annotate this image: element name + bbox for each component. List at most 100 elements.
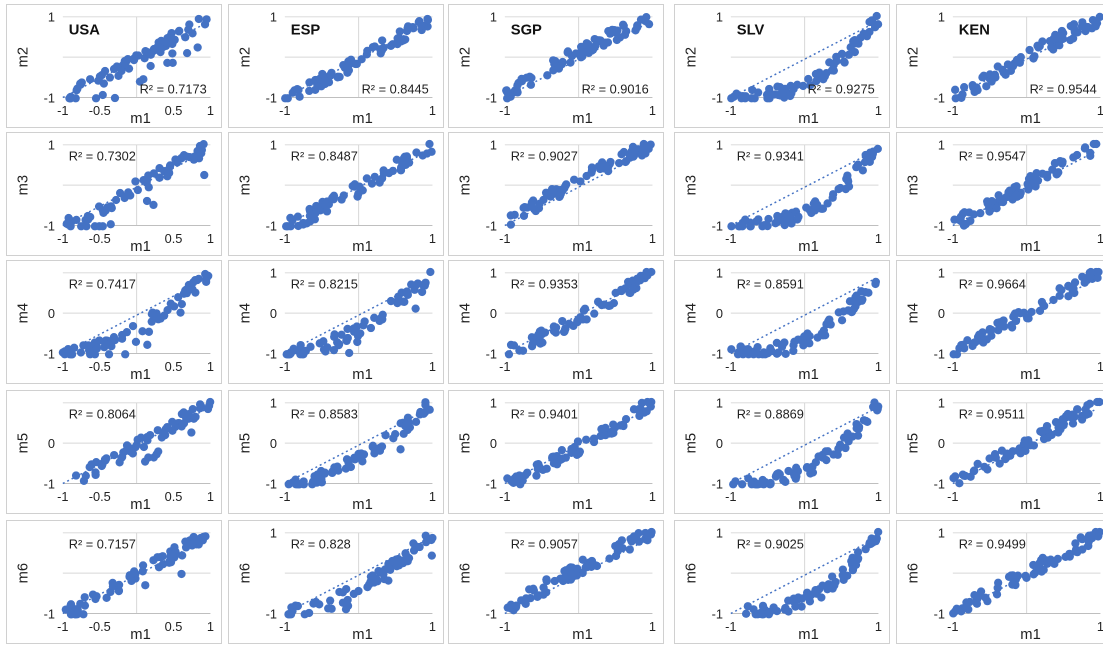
x-tick-label: -0.5 — [89, 619, 111, 634]
data-point — [548, 452, 557, 462]
data-point — [517, 596, 526, 605]
scatter-plot: m2 1 -1-1 -0.5 0.5 1 m1 R² = 0.7173 USA — [15, 10, 214, 127]
data-point — [799, 81, 808, 91]
data-point — [573, 564, 582, 573]
data-point — [1055, 291, 1064, 300]
data-point — [594, 162, 603, 171]
data-point — [1071, 539, 1080, 548]
y-axis-label: m3 — [457, 175, 473, 196]
data-point — [781, 349, 790, 359]
r-squared-prefix: R² = — [69, 149, 97, 164]
r-squared-value: 0.8591 — [765, 277, 804, 292]
data-point — [791, 602, 800, 611]
data-point — [333, 338, 342, 347]
r-squared-value: 0.9025 — [765, 537, 804, 552]
data-point — [643, 397, 652, 407]
r-squared-label: R² = 0.9025 — [737, 537, 804, 552]
data-point — [368, 571, 377, 580]
r-squared-prefix: R² = — [291, 149, 319, 164]
data-point — [175, 26, 184, 36]
x-axis-label: m1 — [130, 111, 151, 127]
data-point — [1092, 139, 1101, 149]
data-point — [1095, 12, 1103, 22]
r-squared-label: R² = 0.8583 — [291, 407, 358, 422]
y-tick-label: 1 — [270, 266, 277, 281]
data-point — [1063, 409, 1072, 419]
data-point — [844, 177, 853, 186]
x-tick-label: -1 — [947, 103, 958, 118]
r-squared-prefix: R² = — [362, 82, 390, 97]
y-tick-label: 0 — [48, 306, 55, 321]
data-point — [427, 551, 436, 560]
y-tick-label: -1 — [266, 218, 277, 233]
r-squared-value: 0.9057 — [539, 537, 578, 552]
data-point — [804, 74, 813, 84]
data-point — [765, 608, 774, 617]
data-point — [141, 581, 150, 590]
x-tick-label: 1 — [1097, 231, 1103, 246]
data-point — [1049, 295, 1058, 305]
data-point — [521, 470, 530, 480]
data-point — [1009, 312, 1018, 321]
x-tick-label: 1 — [649, 103, 656, 118]
scatter-panel: m5 1 0 -1-1 1 m1 R² = 0.9511 — [896, 390, 1103, 514]
data-point — [149, 200, 158, 210]
data-point — [342, 336, 351, 345]
x-tick-label: 1 — [649, 231, 656, 246]
data-point — [778, 340, 787, 349]
y-tick-label: -1 — [44, 346, 55, 361]
data-point — [368, 42, 378, 52]
r-squared-value: 0.9499 — [987, 537, 1026, 552]
data-point — [323, 343, 332, 352]
data-point — [344, 458, 353, 467]
scatter-plot: m3 1 -1-1 1 m1 R² = 0.9341 — [683, 138, 882, 255]
scatter-panel: m5 1 0 -1 -1 1 m1 R² = 0.8869 — [674, 390, 890, 514]
data-point — [578, 315, 588, 324]
data-point — [527, 198, 537, 207]
data-point — [295, 480, 304, 489]
r-squared-prefix: R² = — [959, 537, 987, 552]
country-title: SGP — [511, 23, 542, 39]
data-point — [421, 531, 430, 540]
y-tick-label: 1 — [490, 266, 497, 281]
data-point — [532, 471, 541, 480]
data-point — [287, 603, 296, 612]
scatter-plot: m2 1 -1-1 1 m1 R² = 0.8445 ESP — [237, 10, 436, 127]
data-point — [1036, 427, 1045, 436]
data-point — [139, 442, 149, 452]
scatter-plot: m6 -1-1 -0.5 0.5 1 m1 R² = 0.7157 — [15, 532, 214, 643]
x-tick-label: 1 — [875, 103, 882, 118]
data-point — [1078, 18, 1087, 27]
data-point — [753, 480, 762, 489]
data-point — [181, 33, 190, 42]
data-point — [177, 300, 186, 309]
y-axis-label: m6 — [905, 563, 921, 584]
data-point — [327, 68, 336, 77]
data-point — [395, 27, 404, 36]
scatter-plot: m2 1 -1-1 1 m1 R² = 0.9016 SGP — [457, 10, 656, 127]
data-point — [131, 337, 141, 347]
scatter-panel: m5 0 -1 -1 -0.5 0.5 1 m1 R² = 0.8064 — [6, 390, 222, 514]
x-tick-label: -1 — [57, 619, 68, 634]
data-point — [1087, 531, 1096, 540]
y-axis-label: m2 — [237, 47, 253, 67]
data-point — [176, 308, 185, 317]
data-point — [629, 532, 639, 541]
data-point — [572, 450, 582, 460]
data-point — [756, 608, 765, 618]
data-point — [861, 545, 870, 554]
scatter-panel: m3 1 -1 -1 1 m1 R² = 0.9027 — [448, 132, 664, 256]
data-point — [417, 287, 427, 297]
data-point — [822, 320, 831, 329]
data-point — [149, 556, 158, 565]
data-point — [419, 409, 428, 418]
data-point — [155, 173, 164, 182]
scatter-plot: m5 1 0 -1-1 1 m1 R² = 0.8869 — [683, 396, 883, 513]
data-point — [839, 57, 849, 66]
y-axis-label: m3 — [683, 175, 699, 196]
data-point — [84, 215, 93, 224]
y-tick-label: -1 — [486, 476, 497, 491]
data-point — [985, 207, 994, 216]
data-point — [1029, 560, 1038, 570]
y-tick-label: 1 — [270, 396, 277, 411]
